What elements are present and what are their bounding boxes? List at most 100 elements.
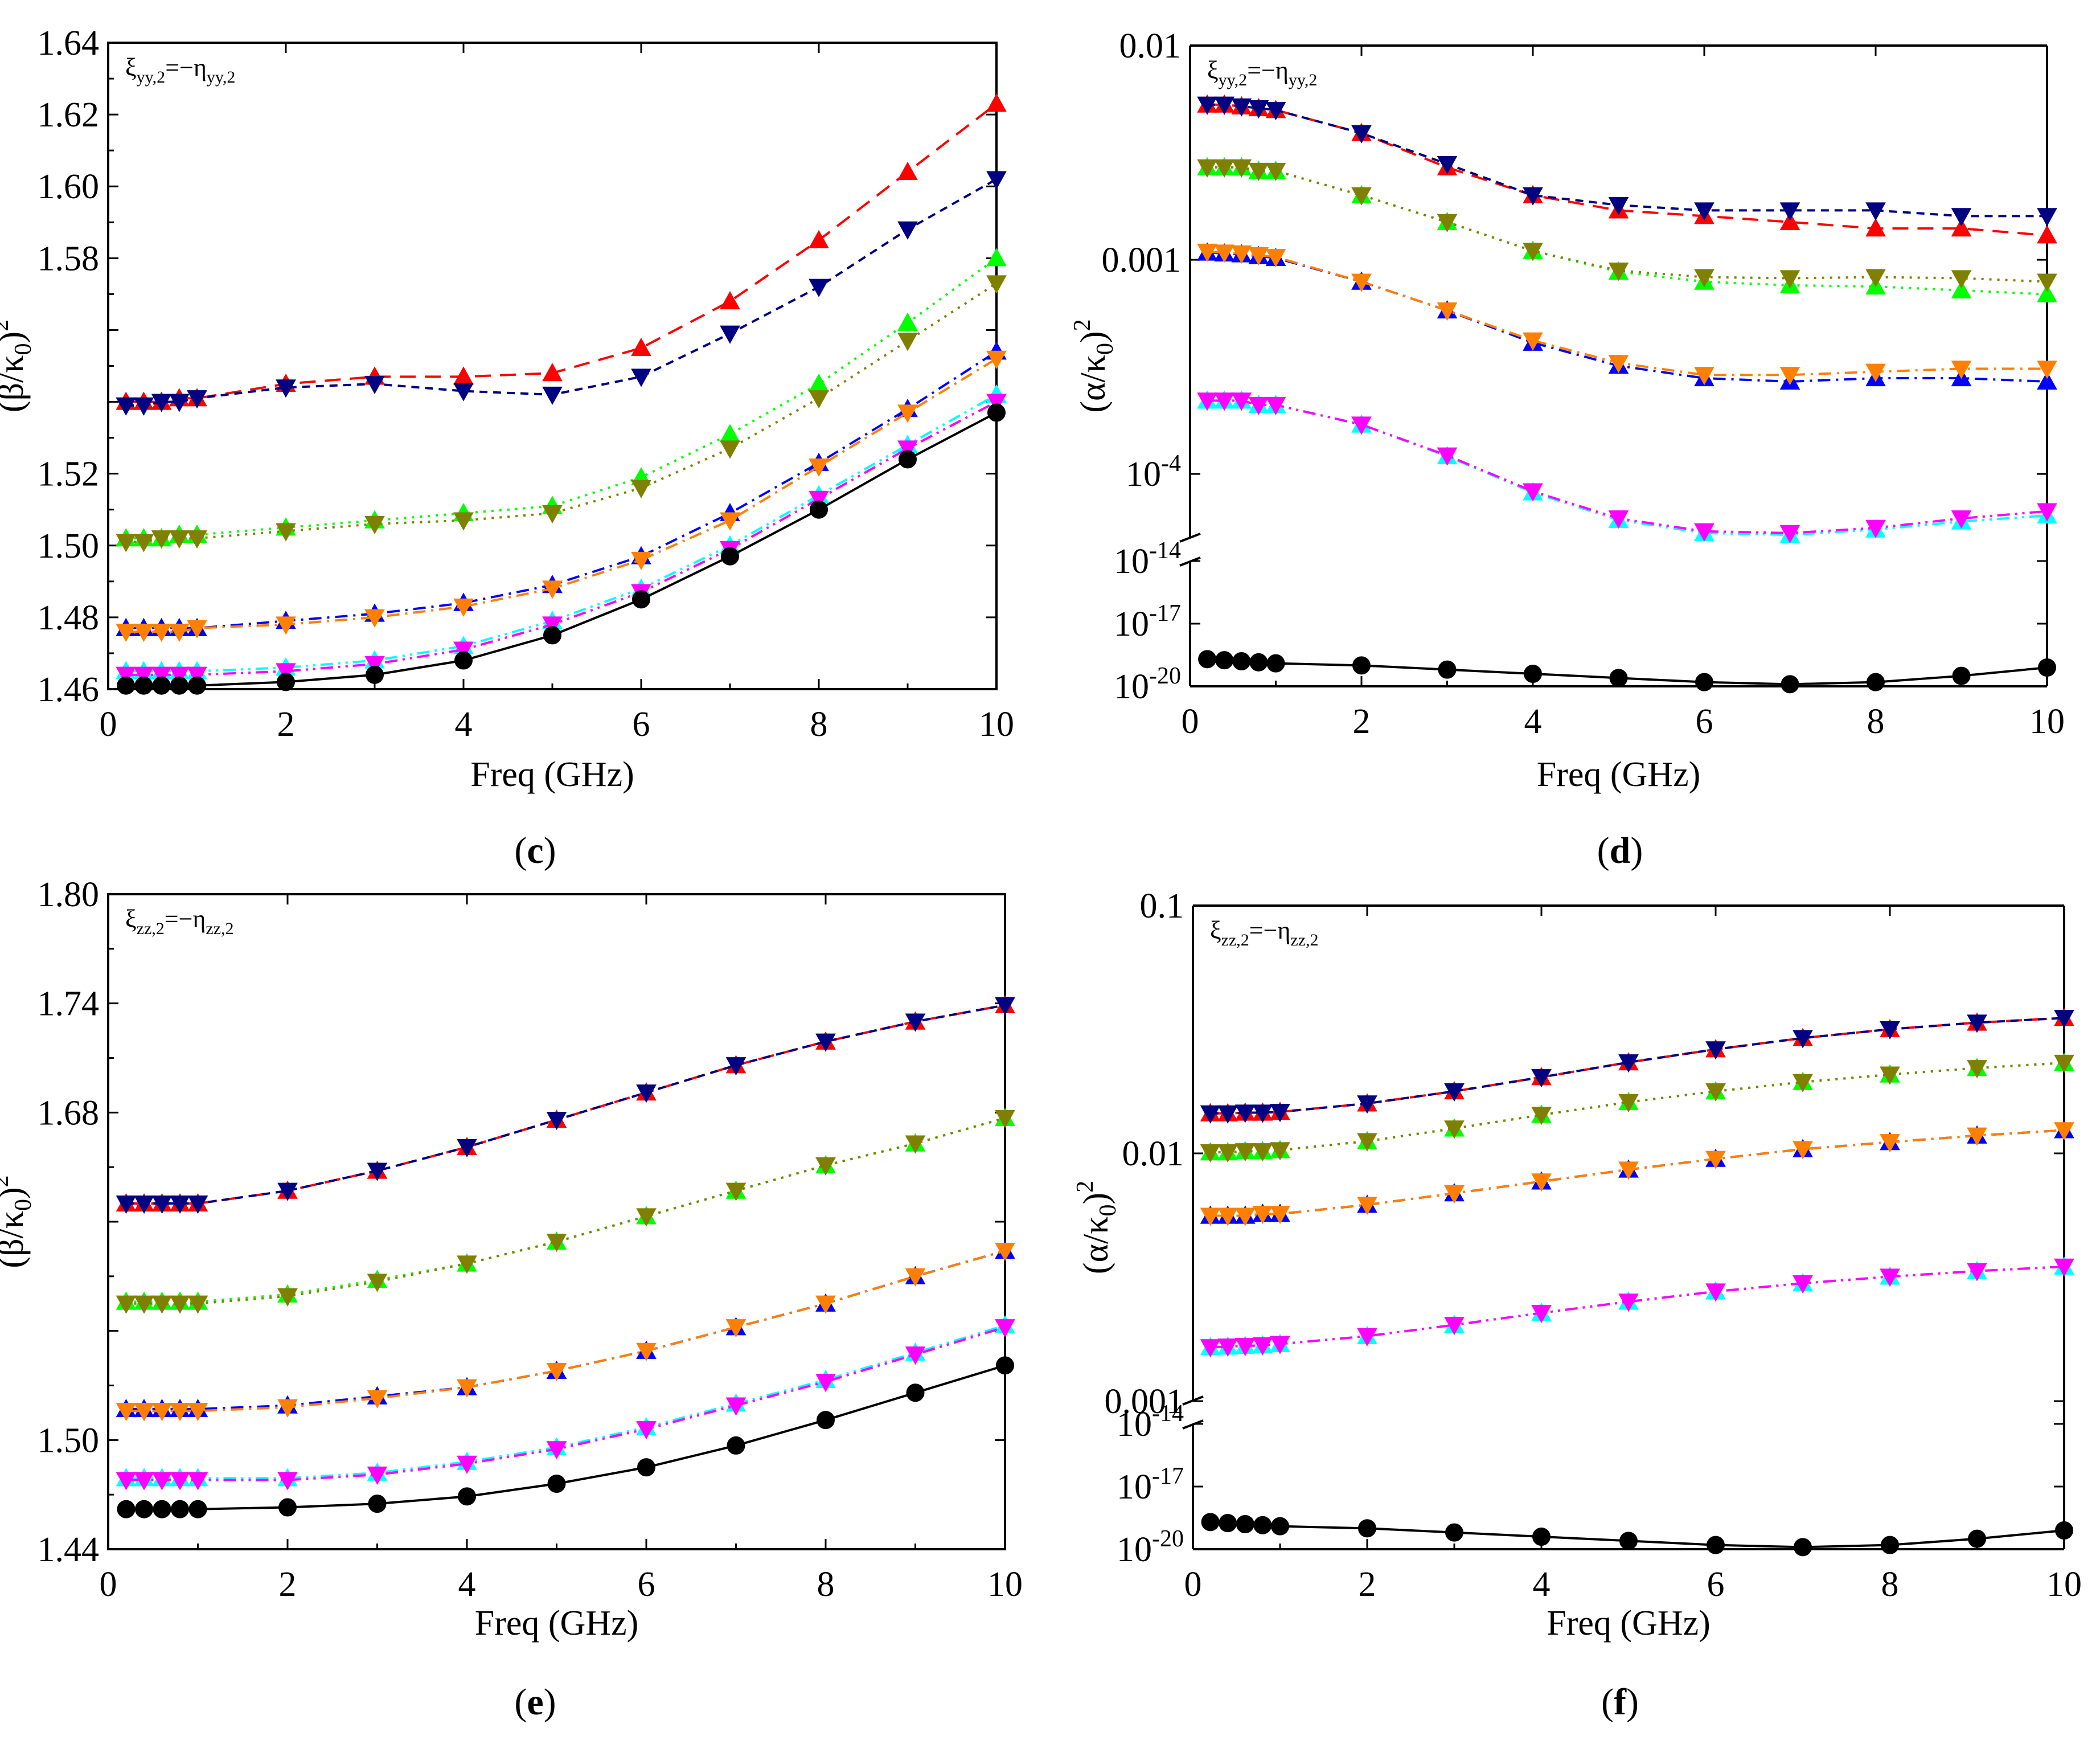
data-point-black [1359, 1520, 1376, 1537]
x-tick-label: 6 [633, 705, 650, 744]
series-blue [116, 342, 1006, 636]
x-tick-label: 2 [277, 705, 295, 744]
series-red [117, 996, 1015, 1211]
data-point-black [366, 666, 383, 683]
condition-annotation: ξzz,2=−ηzz,2 [1210, 916, 1319, 949]
series-olive [1197, 159, 2057, 291]
y-tick-label: 0.01 [1122, 1135, 1184, 1173]
x-tick-label: 0 [100, 705, 117, 744]
data-point-olive [2037, 274, 2057, 292]
data-point-black [728, 1437, 745, 1454]
data-point-olive [1866, 269, 1885, 287]
data-point-olive [898, 333, 917, 351]
x-tick-label: 6 [1707, 1565, 1725, 1604]
series-line-olive [126, 1118, 1006, 1304]
y-tick-exponent: -17 [1152, 1463, 1184, 1489]
data-point-black [1233, 653, 1250, 670]
data-point-red [987, 94, 1006, 112]
y-title-part: (α/κ [1077, 1217, 1115, 1275]
y-tick-label: 0.1 [1140, 887, 1184, 926]
data-point-black [1620, 1532, 1637, 1549]
series-cyan [1197, 391, 2057, 542]
panel-label: (f) [1601, 1681, 1639, 1723]
data-point-black [907, 1384, 924, 1401]
x-tick-label: 6 [638, 1565, 655, 1604]
data-point-black [544, 627, 561, 644]
series-line-blue [126, 1251, 1006, 1409]
data-point-black [369, 1495, 386, 1512]
y-tick-label: 1.50 [38, 1421, 100, 1460]
annotation-part: ξ [125, 905, 137, 933]
panel-label-paren: ) [544, 830, 556, 871]
annotation-subscript: zz,2 [1221, 931, 1249, 949]
data-point-black [810, 501, 827, 518]
annotation-subscript: zz,2 [206, 919, 233, 938]
series-green [116, 248, 1006, 546]
data-point-olive [987, 276, 1006, 293]
series-green [1197, 158, 2057, 302]
panel-label-letter: d [1610, 830, 1631, 871]
series-cyan [1201, 1257, 2074, 1355]
y-tick-label: 1.62 [38, 96, 100, 134]
data-point-black [1696, 674, 1713, 691]
data-point-red [809, 231, 828, 248]
data-point-navy [365, 376, 384, 394]
x-axis-title: Freq (GHz) [1537, 755, 1701, 794]
series-red [1197, 95, 2057, 243]
series-line-navy [126, 1005, 1006, 1203]
data-point-olive [631, 480, 651, 498]
series-line-red [126, 104, 996, 402]
y-tick-base: 10 [1126, 455, 1161, 494]
data-point-navy [543, 387, 562, 404]
y-tick-exponent: -20 [1152, 1526, 1184, 1552]
annotation-part: =−η [1249, 916, 1291, 944]
data-point-navy [1952, 208, 1971, 226]
y-tick-label: 1.80 [38, 875, 100, 914]
x-tick-label: 4 [455, 705, 473, 744]
y-tick-exponent: -4 [1161, 451, 1181, 477]
data-point-black [1268, 655, 1285, 672]
data-point-black [188, 677, 206, 694]
panel-label-paren: ) [544, 1681, 556, 1723]
y-tick-label: 1.58 [38, 239, 100, 278]
data-point-green [898, 313, 917, 331]
data-point-black [1524, 665, 1541, 682]
data-point-orange [720, 513, 740, 530]
series-line-cyan [1207, 400, 2047, 535]
data-point-black [1867, 674, 1884, 691]
panel-label-letter: c [527, 830, 543, 871]
y-tick-base: 0.01 [1119, 27, 1182, 65]
data-point-black [171, 1501, 188, 1518]
data-point-red [898, 162, 917, 180]
series-olive [117, 1110, 1015, 1313]
panel-c: 0 2 4 6 8 10 1.46 1.48 1.50 1.52 1.58 1.60 1.62 1.64 F… [0, 24, 1014, 871]
annotation-part: =−η [165, 905, 206, 933]
y-title-part: ) [1074, 331, 1113, 343]
x-tick-label: 0 [100, 1565, 117, 1604]
series-blue [117, 1241, 1015, 1417]
y-tick-exponent: -17 [1149, 600, 1181, 627]
y-title-part: (α/κ [1074, 355, 1113, 413]
series-magenta [1197, 393, 2057, 543]
y-title-part: (β/κ [0, 355, 31, 412]
data-point-red [720, 292, 740, 309]
y-tick-label: 1.68 [38, 1094, 100, 1132]
data-point-black [190, 1501, 207, 1518]
series-cyan [117, 1316, 1015, 1486]
data-point-black [117, 677, 134, 694]
data-point-navy [1695, 203, 1714, 220]
series-navy [116, 171, 1006, 415]
y-tick-label: 0.01 [1119, 27, 1182, 65]
series-line-red [126, 1005, 1006, 1203]
data-point-black [1250, 654, 1267, 671]
series-line-blue [1207, 253, 2047, 382]
x-tick-label: 4 [458, 1565, 476, 1604]
y-tick-base: 10 [1117, 1468, 1152, 1506]
series-line-cyan [1211, 1267, 2064, 1348]
series-magenta [116, 394, 1006, 685]
series-navy [1201, 1010, 2074, 1123]
data-point-black [1533, 1528, 1550, 1545]
panel-label-paren: ( [514, 1681, 527, 1723]
panel-label-paren: ) [1630, 830, 1643, 871]
y-title-superscript: 2 [0, 1175, 14, 1187]
